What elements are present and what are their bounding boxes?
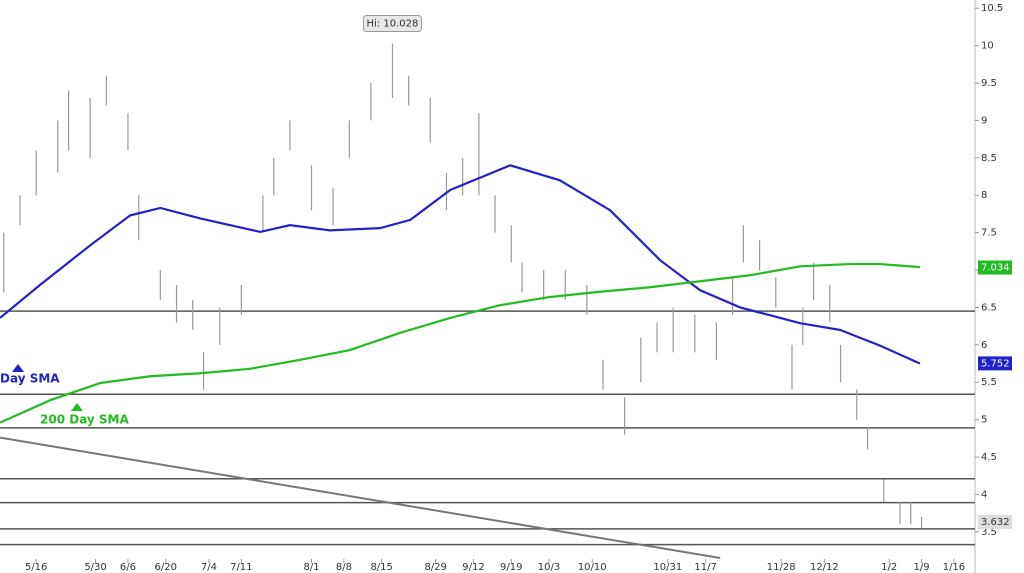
y-tick-label: 3.5	[981, 527, 997, 538]
x-tick-label: 8/8	[336, 562, 352, 573]
x-tick-label: 11/28	[767, 562, 796, 573]
x-tick-label: 10/31	[653, 562, 682, 573]
legend-label: 200 Day SMA	[40, 413, 130, 427]
y-tick-label: 5.5	[981, 377, 997, 388]
price-tag-label: 3.632	[981, 517, 1010, 528]
y-tick-label: 10	[981, 41, 994, 52]
x-tick-label: 10/10	[578, 562, 607, 573]
price-tag-label: 7.034	[981, 262, 1010, 273]
x-tick-label: 5/16	[25, 562, 47, 573]
y-tick-label: 10.5	[981, 3, 1003, 14]
x-tick-label: 9/12	[462, 562, 484, 573]
annotation-box	[362, 15, 422, 33]
x-tick-label: 1/16	[943, 562, 965, 573]
price-tag	[978, 514, 1012, 529]
y-tick-label: 9.5	[981, 78, 997, 89]
sma-line	[0, 164, 921, 365]
x-tick-label: 10/3	[538, 562, 560, 573]
y-tick-label: 9	[981, 115, 987, 126]
y-tick-label: 8	[981, 190, 987, 201]
y-tick-label: 8.5	[981, 153, 997, 164]
price-tag	[978, 260, 1012, 275]
x-tick-label: 7/11	[230, 562, 252, 573]
x-tick-label: 8/15	[370, 562, 392, 573]
y-tick-label: 6	[981, 340, 987, 351]
y-tick-label: 5	[981, 415, 987, 426]
trend-line	[0, 436, 721, 560]
x-tick-label: 6/6	[120, 562, 136, 573]
y-tick-label: 4.5	[981, 452, 997, 463]
price-tag	[978, 356, 1012, 371]
sma-line	[0, 262, 921, 424]
x-tick-label: 6/20	[155, 562, 177, 573]
plot	[0, 43, 975, 560]
x-tick-label: 1/2	[881, 562, 897, 573]
x-tick-label: 9/19	[500, 562, 522, 573]
price-tag-label: 5.752	[981, 358, 1010, 369]
legend-label: Day SMA	[0, 372, 60, 386]
x-tick-label: 12/12	[810, 562, 839, 573]
y-tick-label: 4	[981, 489, 987, 500]
sma-marker	[12, 364, 24, 372]
annotation: Hi: 10.028	[367, 19, 419, 30]
x-tick-label: 11/7	[694, 562, 716, 573]
x-tick-label: 7/4	[201, 562, 217, 573]
sma-marker	[71, 403, 83, 411]
x-tick-label: 8/29	[424, 562, 446, 573]
x-tick-label: 1/9	[914, 562, 930, 573]
x-tick-label: 5/30	[84, 562, 106, 573]
y-tick-label: 6.5	[981, 302, 997, 313]
y-tick-label: 7.5	[981, 228, 997, 239]
x-tick-label: 8/1	[303, 562, 319, 573]
